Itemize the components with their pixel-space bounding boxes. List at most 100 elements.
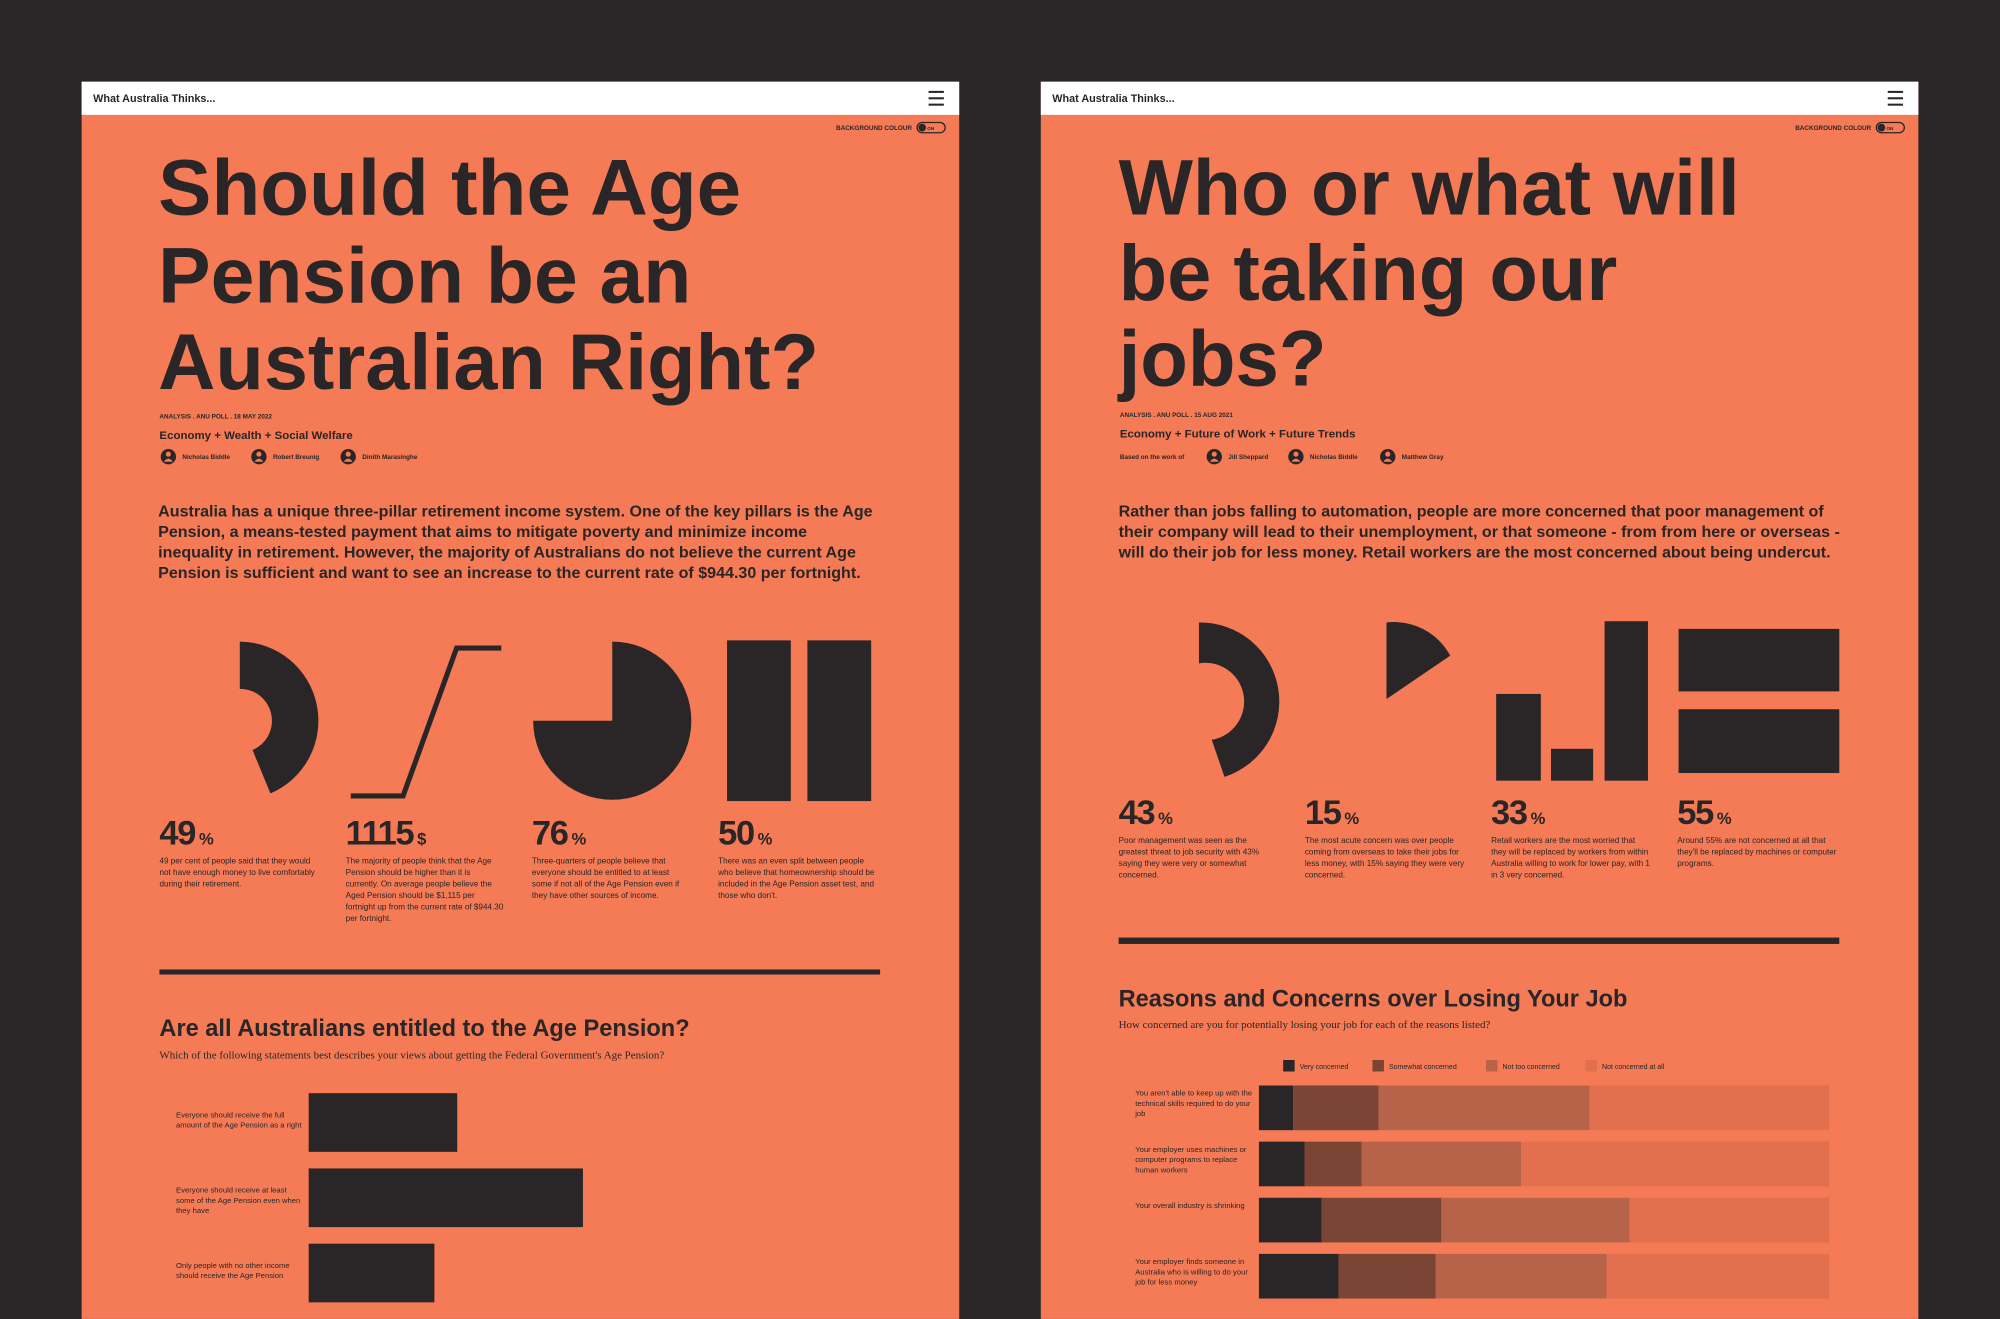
intro-box: Rather than jobs falling to automation, …: [1119, 503, 1840, 562]
site-name[interactable]: What Australia Thinks...: [1052, 93, 1174, 105]
author-avatar-head: [165, 451, 171, 457]
bar-segment: [1304, 1141, 1362, 1187]
page-title: be taking our: [1119, 228, 1618, 317]
bar-label-box: Your employer finds someone in Australia…: [1135, 1259, 1248, 1287]
header-bar: [1040, 81, 1919, 115]
bar-label-box: You aren't able to keep up with the tech…: [1135, 1090, 1253, 1119]
bar-segment: [1258, 1141, 1305, 1187]
bar-label: Only people with no other income should …: [176, 1262, 290, 1281]
stat-value: 50: [718, 814, 754, 852]
legend-swatch: [1485, 1060, 1498, 1072]
stat-caption: 49 per cent of people said that they wou…: [159, 857, 315, 890]
toggle-track: [1875, 121, 1905, 134]
stat-caption: There was an even split between people w…: [718, 857, 875, 901]
stat-caption-box: There was an even split between people w…: [718, 857, 875, 901]
legend-label: Not concerned at all: [1602, 1064, 1665, 1071]
stat-caption: Poor management was seen as the greatest…: [1118, 836, 1260, 881]
author-avatar-body: [163, 458, 173, 462]
stat-unit: $: [417, 829, 426, 848]
bar-segment: [1293, 1085, 1379, 1131]
legend-swatch: [1372, 1060, 1384, 1072]
stat-unit: %: [1158, 809, 1173, 828]
page-title: Should the Age: [158, 142, 741, 231]
bar-label: You aren't able to keep up with the tech…: [1135, 1090, 1253, 1119]
bar-label-box: Everyone should receive at least some of…: [176, 1187, 301, 1216]
divider: [159, 969, 881, 975]
author-name[interactable]: Robert Breunig: [273, 454, 319, 461]
stat-caption-box: Retail workers are the most worried that…: [1491, 836, 1650, 881]
bar-segment: [1338, 1253, 1436, 1299]
toggle-track: [916, 121, 946, 134]
topic-tags[interactable]: Economy + Wealth + Social Welfare: [159, 430, 352, 442]
toggle[interactable]: ON: [1875, 121, 1905, 134]
chart-subtitle: How concerned are you for potentially lo…: [1119, 1019, 1491, 1031]
author-avatar-body: [1209, 458, 1219, 462]
stat-unit: %: [758, 829, 773, 848]
stat-caption: Around 55% are not concerned at all that…: [1677, 836, 1837, 869]
page-title: jobs?: [1117, 313, 1327, 402]
legend-label: Not too concerned: [1503, 1064, 1560, 1071]
stat-caption: The majority of people think that the Ag…: [345, 857, 504, 924]
bar-label: Everyone should receive the full amount …: [176, 1112, 302, 1131]
stat-unit: %: [1717, 809, 1732, 828]
bar-segment: [1258, 1085, 1294, 1131]
menu-icon[interactable]: [928, 90, 944, 106]
toggle-state: ON: [1886, 126, 1893, 131]
bar-segment: [1589, 1085, 1830, 1131]
bar-label: Everyone should receive at least some of…: [176, 1187, 301, 1216]
intro-box: Australia has a unique three-pillar reti…: [158, 502, 873, 582]
toggle-state: ON: [927, 126, 934, 131]
toggle[interactable]: ON: [916, 121, 946, 134]
bar-segment: [1258, 1197, 1322, 1243]
toggle-knob: [918, 123, 927, 132]
author-name[interactable]: Dinith Marasinghe: [362, 454, 418, 461]
bar-segment: [1258, 1253, 1339, 1299]
author-name[interactable]: Matthew Gray: [1402, 454, 1444, 461]
intro: Australia has a unique three-pillar reti…: [158, 502, 873, 582]
topic-tags[interactable]: Economy + Future of Work + Future Trends: [1120, 429, 1356, 441]
article-meta: ANALYSIS . ANU POLL . 15 AUG 2021: [1120, 412, 1233, 419]
bar-label: Your employer uses machines or computer …: [1135, 1146, 1247, 1175]
stat-caption: Retail workers are the most worried that…: [1491, 836, 1650, 881]
bar-segment: [1521, 1141, 1830, 1187]
bar: [308, 1243, 435, 1303]
stat-caption: The most acute concern was over people c…: [1304, 836, 1465, 881]
bar-segment: [1606, 1253, 1830, 1299]
bar-segment: [1441, 1197, 1630, 1243]
bar-label-box: Everyone should receive the full amount …: [176, 1112, 302, 1131]
stat-illustrations: [1198, 621, 1840, 781]
stat-unit: %: [1344, 809, 1359, 828]
author-avatar-head: [1211, 451, 1217, 457]
page-title: Pension be an: [158, 230, 691, 319]
author-name[interactable]: Nicholas Biddle: [1310, 454, 1358, 461]
author-name[interactable]: Nicholas Biddle: [182, 454, 230, 461]
stat-caption-box: The majority of people think that the Ag…: [345, 857, 504, 924]
bar-segment: [1435, 1253, 1607, 1299]
stat-unit: %: [199, 829, 214, 848]
stat-caption-box: The most acute concern was over people c…: [1304, 836, 1465, 881]
author-avatar-head: [256, 451, 262, 457]
menu-icon[interactable]: [1887, 90, 1904, 106]
stat-value: 49: [159, 814, 195, 852]
stat-illustrations: [239, 640, 872, 802]
page-title: Who or what will: [1119, 142, 1740, 231]
header-bar: [81, 81, 960, 115]
chart-title: Are all Australians entitled to the Age …: [159, 1015, 689, 1041]
author-avatar-head: [1293, 451, 1299, 457]
article-meta: ANALYSIS . ANU POLL . 18 MAY 2022: [159, 413, 272, 420]
site-name[interactable]: What Australia Thinks...: [93, 93, 215, 105]
bar-segment: [1629, 1197, 1830, 1243]
author-name[interactable]: Jill Sheppard: [1228, 454, 1268, 461]
stat-value: 33: [1491, 794, 1527, 832]
authors-prefix: Based on the work of: [1120, 454, 1185, 461]
legend-swatch: [1283, 1060, 1295, 1072]
author-avatar-body: [1291, 458, 1301, 462]
bar: [308, 1093, 458, 1152]
stat-caption-box: 49 per cent of people said that they wou…: [159, 857, 315, 890]
divider: [1118, 937, 1840, 944]
legend-label: Somewhat concerned: [1389, 1064, 1457, 1071]
author-avatar-head: [345, 451, 351, 457]
toggle-knob: [1877, 123, 1886, 132]
bar-segment: [1361, 1141, 1522, 1187]
